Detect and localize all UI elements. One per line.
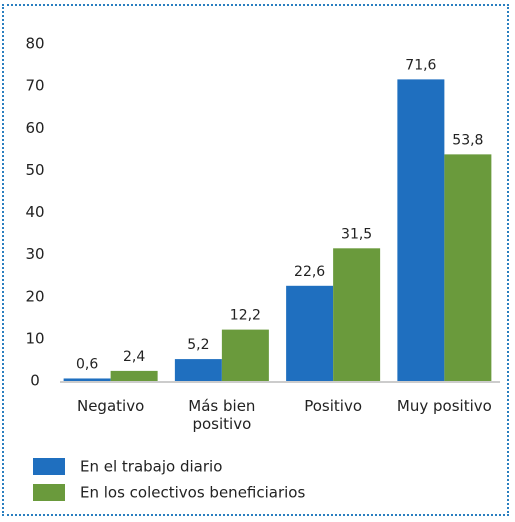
- legend-label: En el trabajo diario: [80, 458, 222, 476]
- value-label: 0,6: [76, 356, 98, 372]
- y-tick-label: 40: [25, 203, 44, 221]
- legend-swatch: [33, 458, 65, 475]
- bar: [286, 285, 334, 381]
- value-label: 12,2: [230, 308, 261, 324]
- value-label: 71,6: [405, 57, 436, 73]
- bar: [397, 79, 445, 381]
- y-tick-label: 10: [25, 329, 44, 347]
- bar: [110, 370, 158, 381]
- y-tick-label: 30: [25, 245, 44, 263]
- y-tick-label: 60: [25, 119, 44, 137]
- value-label: 53,8: [452, 132, 483, 148]
- frame: [2, 4, 509, 516]
- x-tick-label: Muy positivo: [396, 397, 492, 415]
- value-label: 5,2: [187, 337, 209, 353]
- x-tick-label: Más bien positivo: [188, 397, 256, 433]
- bar: [63, 378, 111, 381]
- bar: [333, 248, 381, 381]
- legend-label: En los colectivos beneficiarios: [80, 484, 305, 502]
- value-label: 31,5: [341, 226, 372, 242]
- y-tick-label: 20: [25, 287, 44, 305]
- x-tick-label: Positivo: [304, 397, 363, 415]
- value-label: 22,6: [294, 264, 325, 280]
- y-tick-label: 50: [25, 161, 44, 179]
- value-label: 2,4: [123, 349, 145, 365]
- bar: [444, 154, 492, 381]
- legend-swatch: [33, 484, 65, 501]
- x-tick-label: Negativo: [76, 397, 145, 415]
- y-tick-label: 0: [30, 372, 40, 390]
- y-tick-label: 70: [25, 77, 44, 95]
- bar: [221, 329, 269, 381]
- y-tick-label: 80: [25, 35, 44, 53]
- bar: [174, 359, 222, 381]
